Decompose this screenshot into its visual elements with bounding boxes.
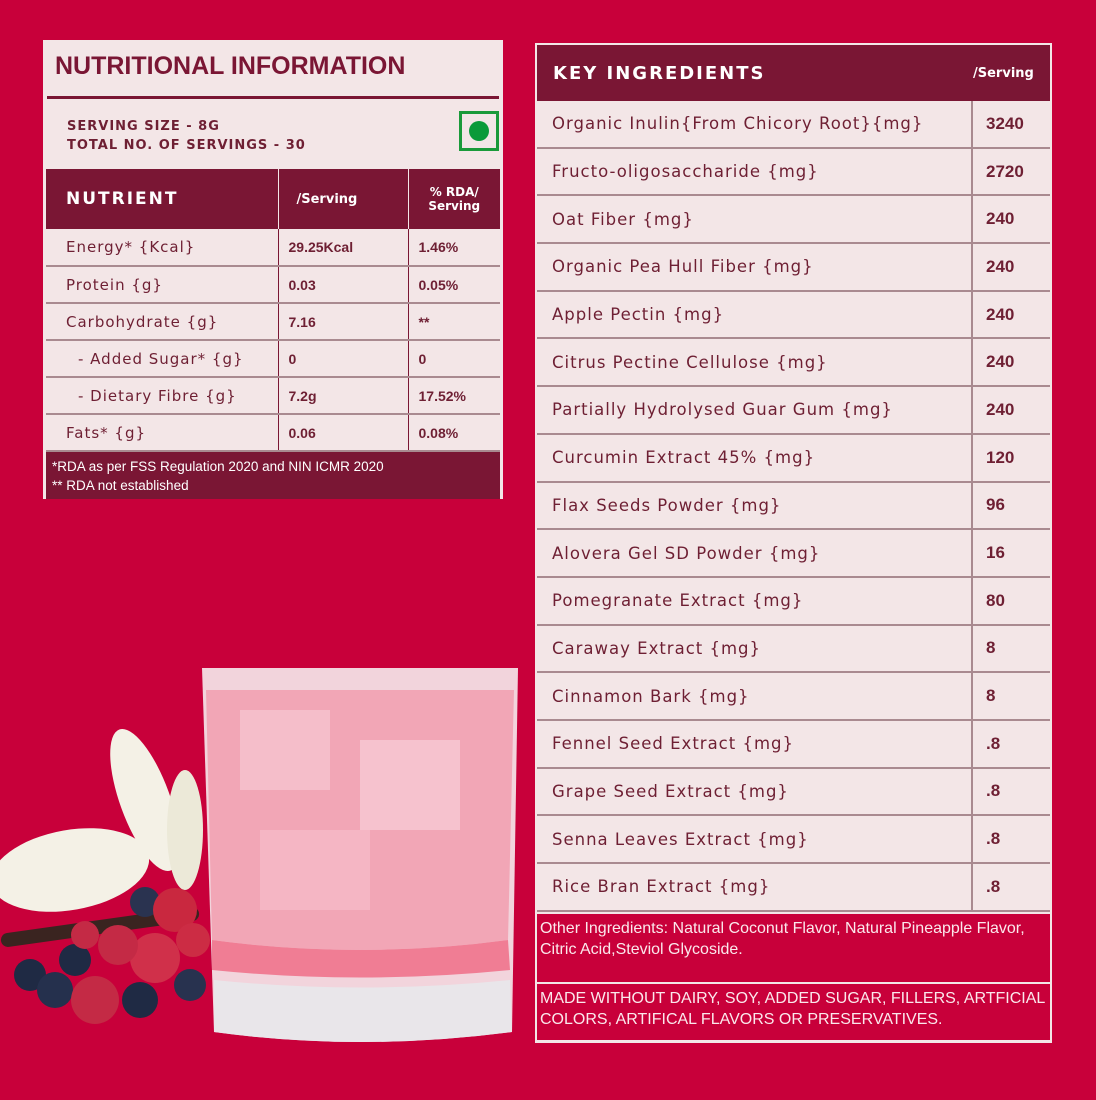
ingredient-amount: 240: [986, 209, 1015, 229]
nutrient-serving: 0.06: [278, 414, 409, 452]
ingredient-row: Curcumin Extract 45% {mg} 120: [537, 434, 1050, 483]
ingredient-row: Oat Fiber {mg} 240: [537, 196, 1050, 245]
nutrition-title: NUTRITIONAL INFORMATION: [47, 42, 499, 99]
nutrient-row: - Dietary Fibre {g} 7.2g 17.52%: [46, 377, 500, 415]
veg-mark-icon: [459, 111, 499, 151]
serving-info: SERVING SIZE - 8G TOTAL NO. OF SERVINGS …: [45, 99, 501, 169]
ingredient-amount: .8: [986, 876, 1001, 896]
nutrient-name: - Added Sugar* {g}: [46, 340, 279, 378]
nutrient-serving: 7.2g: [278, 377, 409, 415]
ingredient-row: Partially Hydrolysed Guar Gum {mg} 240: [537, 387, 1050, 435]
nutrient-serving: 7.16: [278, 303, 409, 341]
ingredients-per-serving: /Serving: [973, 65, 1034, 81]
flower-icon: [0, 729, 203, 947]
ingredient-row: Cinnamon Bark {mg} 8: [537, 673, 1050, 721]
ingredients-panel: KEY INGREDIENTS /Serving Organic Inulin{…: [535, 43, 1052, 1043]
serving-size: SERVING SIZE - 8G: [67, 119, 220, 134]
nutrient-rda: 0.05%: [408, 266, 500, 304]
ingredient-name: Organic Pea Hull Fiber {mg}: [537, 244, 973, 290]
ingredient-row: Pomegranate Extract {mg} 80: [537, 577, 1050, 626]
ingredient-row: Flax Seeds Powder {mg} 96: [537, 482, 1050, 531]
ingredient-amount: 80: [986, 590, 1005, 610]
header-serving: /Serving: [278, 169, 409, 229]
nutrient-name: Fats* {g}: [46, 414, 279, 452]
ingredient-amount: 16: [986, 543, 1005, 563]
nutrient-row: Carbohydrate {g} 7.16 **: [46, 303, 500, 341]
ingredient-name: Pomegranate Extract {mg}: [537, 577, 973, 624]
ingredient-row: Alovera Gel SD Powder {mg} 16: [537, 530, 1050, 578]
ingredient-name: Apple Pectin {mg}: [537, 291, 973, 338]
ingredient-name: Alovera Gel SD Powder {mg}: [537, 530, 973, 576]
ingredient-amount: 240: [986, 399, 1015, 419]
nutrient-rda: 0.08%: [408, 414, 500, 452]
ingredient-row: Organic Inulin{From Chicory Root}{mg} 324…: [537, 101, 1050, 149]
ingredient-row: Fennel Seed Extract {mg} .8: [537, 720, 1050, 769]
nutrition-footnote: *RDA as per FSS Regulation 2020 and NIN …: [46, 452, 500, 499]
nutrition-table: NUTRIENT /Serving % RDA/ Serving Energy*…: [46, 169, 500, 452]
nutrient-name: Protein {g}: [46, 266, 279, 304]
ingredient-name: Partially Hydrolysed Guar Gum {mg}: [537, 387, 973, 433]
ingredient-amount: 8: [986, 686, 996, 706]
ingredients-header: KEY INGREDIENTS /Serving: [537, 45, 1050, 101]
ingredient-name: Fennel Seed Extract {mg}: [537, 720, 973, 767]
ingredient-amount: .8: [986, 733, 1001, 753]
ingredient-amount: 8: [986, 638, 996, 658]
ingredient-row: Caraway Extract {mg} 8: [537, 625, 1050, 674]
ingredient-name: Organic Inulin{From Chicory Root}{mg}: [537, 101, 973, 147]
header-rda: % RDA/ Serving: [408, 169, 500, 229]
nutrient-rda: 1.46%: [408, 229, 500, 267]
ingredient-name: Rice Bran Extract {mg}: [537, 864, 973, 910]
nutrition-panel: NUTRITIONAL INFORMATION SERVING SIZE - 8…: [43, 40, 503, 499]
ingredient-row: Citrus Pectine Cellulose {mg} 240: [537, 339, 1050, 388]
nutrient-serving: 29.25Kcal: [278, 229, 409, 267]
ingredient-amount: 3240: [986, 113, 1024, 133]
ingredient-name: Fructo-oligosaccharide {mg}: [537, 148, 973, 195]
ingredient-row: Rice Bran Extract {mg} .8: [537, 864, 1050, 912]
berries-icon: [14, 887, 210, 1024]
ingredient-amount: .8: [986, 829, 1001, 849]
header-nutrient: NUTRIENT: [46, 169, 279, 229]
ingredient-amount: 240: [986, 256, 1015, 276]
footnote-not-established: ** RDA not established: [52, 478, 189, 493]
nutrient-serving: 0.03: [278, 266, 409, 304]
ingredient-name: Grape Seed Extract {mg}: [537, 768, 973, 815]
ingredient-amount: .8: [986, 781, 1001, 801]
nutrient-row: Protein {g} 0.03 0.05%: [46, 266, 500, 304]
ingredient-amount: 240: [986, 352, 1015, 372]
made-without: MADE WITHOUT DAIRY, SOY, ADDED SUGAR, FI…: [537, 983, 1050, 1040]
ingredient-name: Senna Leaves Extract {mg}: [537, 816, 973, 862]
ingredient-row: Fructo-oligosaccharide {mg} 2720: [537, 148, 1050, 197]
drink-illustration: [0, 640, 530, 1096]
ingredient-name: Oat Fiber {mg}: [537, 196, 973, 243]
ingredient-amount: 2720: [986, 161, 1024, 181]
ingredient-name: Cinnamon Bark {mg}: [537, 673, 973, 719]
ingredient-row: Grape Seed Extract {mg} .8: [537, 768, 1050, 817]
ingredient-row: Senna Leaves Extract {mg} .8: [537, 816, 1050, 864]
nutrient-row: - Added Sugar* {g} 0 0: [46, 340, 500, 378]
ingredient-amount: 120: [986, 447, 1015, 467]
ingredient-name: Citrus Pectine Cellulose {mg}: [537, 339, 973, 386]
nutrient-serving: 0: [278, 340, 409, 378]
glass-icon: [202, 668, 518, 1042]
ingredient-name: Flax Seeds Powder {mg}: [537, 482, 973, 529]
ingredient-row: Organic Pea Hull Fiber {mg} 240: [537, 244, 1050, 292]
nutrient-rda: 17.52%: [408, 377, 500, 415]
ingredients-title: KEY INGREDIENTS: [553, 62, 766, 84]
nutrient-name: - Dietary Fibre {g}: [46, 377, 279, 415]
nutrient-name: Energy* {Kcal}: [46, 229, 279, 267]
footnote-rda: *RDA as per FSS Regulation 2020 and NIN …: [52, 459, 384, 474]
ingredient-name: Caraway Extract {mg}: [537, 625, 973, 672]
other-ingredients: Other Ingredients: Natural Coconut Flavo…: [537, 913, 1050, 982]
total-servings: TOTAL NO. OF SERVINGS - 30: [67, 138, 306, 153]
nutrient-rda: 0: [408, 340, 500, 378]
ingredient-name: Curcumin Extract 45% {mg}: [537, 434, 973, 481]
nutrient-row: Energy* {Kcal} 29.25Kcal 1.46%: [46, 229, 500, 267]
ingredient-amount: 240: [986, 304, 1015, 324]
ingredient-amount: 96: [986, 495, 1005, 515]
nutrient-rda: **: [408, 303, 500, 341]
ingredient-row: Apple Pectin {mg} 240: [537, 291, 1050, 340]
nutrient-row: Fats* {g} 0.06 0.08%: [46, 414, 500, 452]
nutrient-name: Carbohydrate {g}: [46, 303, 279, 341]
